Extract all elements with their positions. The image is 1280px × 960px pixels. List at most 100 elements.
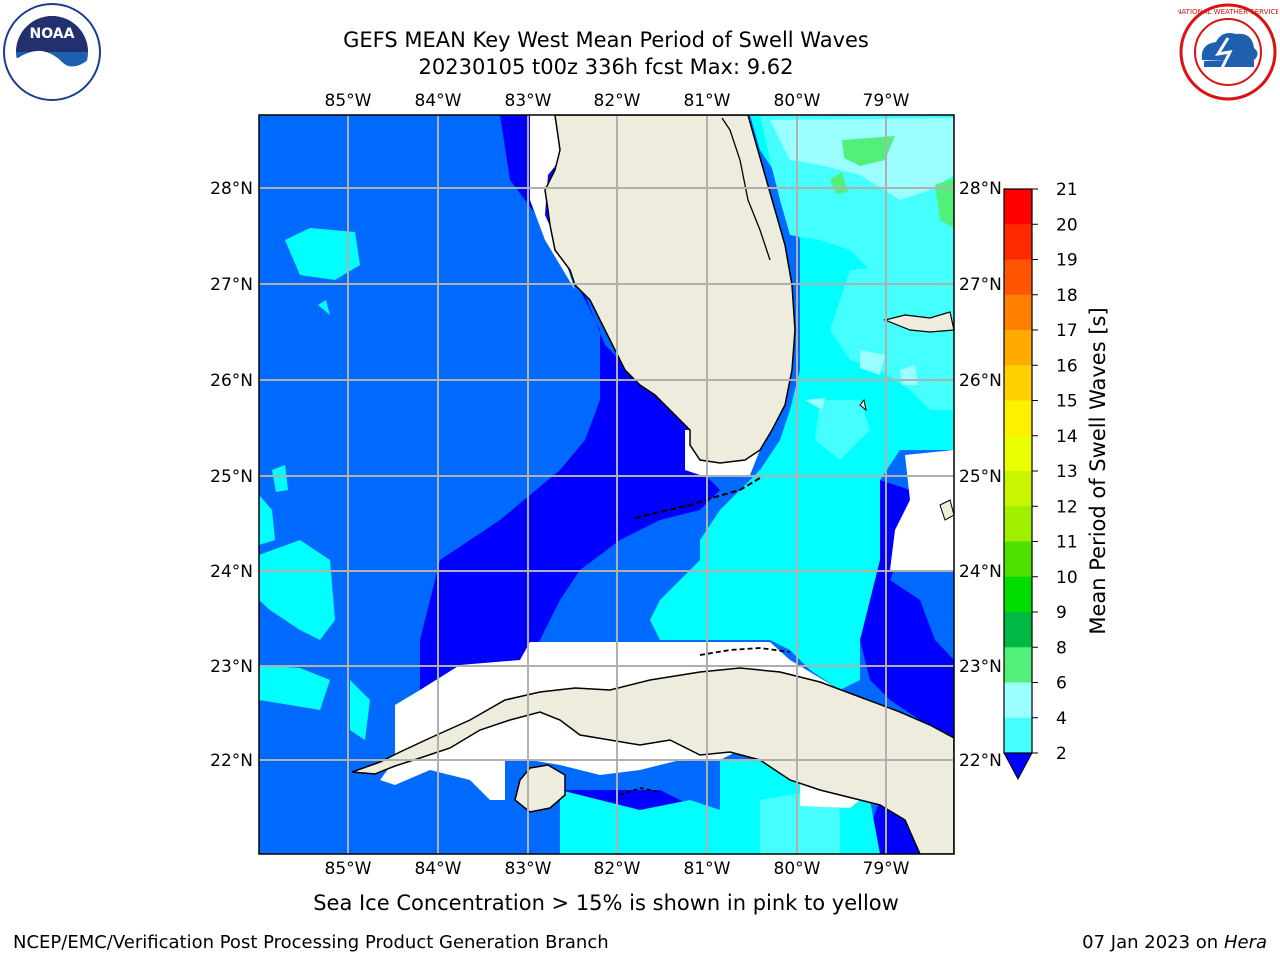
lon-label-bottom: 85°W (325, 859, 372, 879)
deep-zone-east-2 (860, 480, 954, 750)
cuba-south-cays (619, 787, 661, 796)
nws-logo: NATIONAL WEATHER SERVICE (1178, 3, 1278, 101)
lightcyan-zone-e2 (815, 400, 870, 460)
lat-label-left: 27°N (210, 275, 253, 295)
cyan-patch-nw (285, 228, 360, 280)
footer-host: Hera (1223, 932, 1267, 953)
colorbar-segment (1004, 682, 1032, 719)
cyan-zone-south-2 (560, 790, 720, 854)
lat-label-right: 22°N (959, 751, 1002, 771)
lat-label-left: 25°N (210, 467, 253, 487)
colorbar-tick-label: 15 (1056, 392, 1078, 412)
land-cuba (351, 667, 954, 854)
lat-label-right: 23°N (959, 657, 1002, 677)
colorbar-segment (1004, 576, 1032, 613)
palecyan-patch-3 (805, 398, 825, 410)
lon-label-top: 83°W (505, 91, 552, 111)
colorbar-segment (1004, 435, 1032, 472)
colorbar-tick-label: 14 (1056, 427, 1078, 447)
footer-left: NCEP/EMC/Verification Post Processing Pr… (13, 932, 609, 953)
colorbar-segment (1004, 365, 1032, 401)
lon-label-bottom: 82°W (594, 859, 641, 879)
map-gridlines (259, 115, 954, 854)
colorbar-tick-label: 18 (1056, 286, 1078, 306)
colorbar-tick-label: 4 (1056, 709, 1067, 729)
cuba-north-cays (699, 647, 791, 656)
colorbar-segment (1004, 506, 1032, 542)
lon-label-top: 80°W (774, 91, 821, 111)
lon-label-top: 82°W (594, 91, 641, 111)
chart-title: GEFS MEAN Key West Mean Period of Swell … (343, 28, 869, 52)
lightcyan-zone-e (830, 260, 954, 410)
lat-label-left: 23°N (210, 657, 253, 677)
lat-label-left: 26°N (210, 371, 253, 391)
colorbar-tick-label: 16 (1056, 356, 1078, 376)
land-florida (544, 115, 796, 464)
green-patch-3 (935, 178, 954, 228)
land-bimini (859, 398, 867, 412)
lat-label-right: 27°N (959, 275, 1002, 295)
colorbar-extend-triangle (1003, 752, 1033, 781)
lon-label-top: 79°W (863, 91, 910, 111)
cyan-patch-sw (259, 540, 335, 640)
colorbar-tick-label: 12 (1056, 497, 1078, 517)
florida-keys (634, 477, 761, 519)
colorbar-tick-label: 6 (1056, 674, 1067, 694)
chart-subtitle: 20230105 t00z 336h fcst Max: 9.62 (418, 55, 794, 79)
land-grand-bahama (883, 311, 954, 333)
lat-label-left: 24°N (210, 562, 253, 582)
colorbar-tick-label: 9 (1056, 603, 1067, 623)
lat-label-right: 24°N (959, 562, 1002, 582)
colorbar-segment (1004, 224, 1032, 260)
nws-logo-text: NATIONAL WEATHER SERVICE (1178, 8, 1278, 16)
lat-label-right: 25°N (959, 467, 1002, 487)
colorbar-tick-label: 20 (1056, 215, 1078, 235)
colorbar-segment (1004, 400, 1032, 437)
lon-label-bottom: 83°W (505, 859, 552, 879)
lat-label-right: 28°N (959, 179, 1002, 199)
green-patch-1 (842, 136, 895, 166)
colorbar-tick-label: 2 (1056, 744, 1067, 764)
colorbar-segment (1004, 717, 1032, 754)
colorbar-tick-label: 8 (1056, 638, 1067, 658)
colorbar-label: Mean Period of Swell Waves [s] (1086, 307, 1110, 634)
axis-labels: 85°W 85°W 84°W 84°W 83°W 83°W 82°W 82°W 81°W 81°W… (210, 91, 1002, 879)
sea-ice-caption: Sea Ice Concentration > 15% is shown in … (313, 891, 899, 915)
nodata-fl-west (530, 115, 575, 290)
land-andros (939, 499, 954, 521)
colorbar-segment (1004, 612, 1032, 648)
cyan-patch-sw-2 (259, 665, 330, 710)
colorbar-segment (1004, 294, 1032, 331)
lat-label-left: 28°N (210, 179, 253, 199)
lon-label-top: 84°W (415, 91, 462, 111)
nodata-bahamas (890, 450, 954, 570)
footer-right: 07 Jan 2023 on Hera (1082, 932, 1267, 953)
noaa-logo: NOAA (3, 3, 101, 101)
colorbar-tick-label: 10 (1056, 568, 1078, 588)
lon-label-bottom: 80°W (774, 859, 821, 879)
colorbar-tick-label: 19 (1056, 251, 1078, 271)
lon-label-top: 81°W (684, 91, 731, 111)
cyan-patch-small (318, 300, 330, 315)
colorbar-tick-label: 17 (1056, 321, 1078, 341)
lon-label-top: 85°W (325, 91, 372, 111)
map-frame (258, 114, 955, 855)
noaa-logo-text: NOAA (30, 26, 75, 42)
colorbar-segment (1004, 541, 1032, 578)
deep-zone-gulf (420, 115, 720, 690)
lon-label-bottom: 84°W (415, 859, 462, 879)
palecyan-patch-1 (860, 350, 885, 375)
lat-label-left: 22°N (210, 751, 253, 771)
colorbar-segment (1004, 259, 1032, 296)
map-area (259, 115, 954, 854)
cyan-patch-west-edge (259, 495, 275, 545)
cyan-patch-sw-3 (350, 680, 370, 740)
coast-florida-east (721, 117, 771, 261)
colorbar-tick-label: 11 (1056, 533, 1078, 553)
lon-label-bottom: 81°W (684, 859, 731, 879)
footer-date: 07 Jan 2023 on (1082, 932, 1224, 953)
colorbar-segment (1004, 471, 1032, 507)
lon-label-bottom: 79°W (863, 859, 910, 879)
colorbar-segment (1004, 647, 1032, 683)
